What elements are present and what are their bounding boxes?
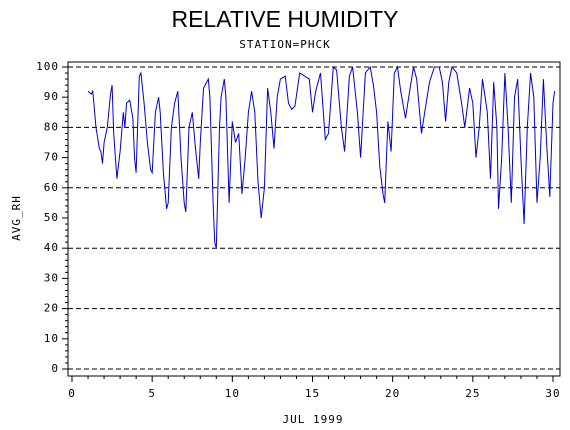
x-tick-label: 10 (225, 387, 240, 400)
y-tick-label: 0 (51, 362, 59, 375)
data-line (87, 65, 556, 249)
chart-subtitle: STATION=PHCK (239, 38, 330, 51)
x-tick-label: 0 (68, 387, 76, 400)
y-tick-label: 50 (44, 211, 59, 224)
x-axis-label: JUL 1999 (283, 413, 344, 426)
y-tick-label: 80 (44, 120, 59, 133)
x-tick-label: 15 (305, 387, 320, 400)
plot-frame (67, 61, 561, 377)
y-tick-label: 10 (44, 332, 59, 345)
y-axis-label: AVG_RH (10, 195, 23, 241)
y-tick-label: 70 (44, 151, 59, 164)
y-tick-label: 20 (44, 302, 59, 315)
y-tick-label: 30 (44, 271, 59, 284)
x-tick-label: 5 (148, 387, 156, 400)
y-tick-label: 100 (36, 60, 59, 73)
x-tick-label: 20 (385, 387, 400, 400)
chart-title: RELATIVE HUMIDITY (171, 6, 398, 32)
x-tick-label: 25 (465, 387, 480, 400)
y-tick-label: 60 (44, 181, 59, 194)
y-tick-label: 40 (44, 241, 59, 254)
x-tick-label: 30 (545, 387, 560, 400)
y-tick-label: 90 (44, 90, 59, 103)
